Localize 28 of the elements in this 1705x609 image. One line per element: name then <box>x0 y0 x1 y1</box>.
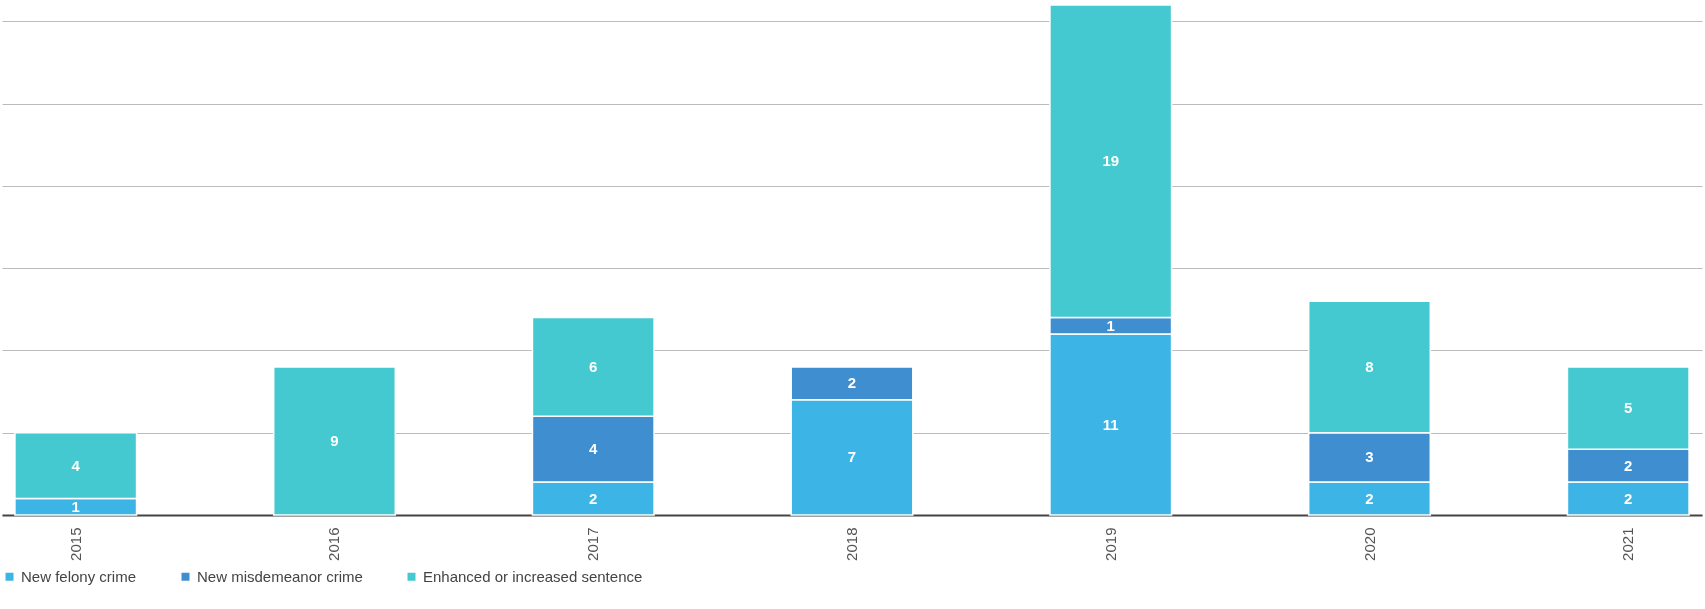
data-label: 1 <box>1106 316 1115 334</box>
data-label: 11 <box>1102 415 1119 433</box>
legend-label: New felony crime <box>21 567 137 585</box>
data-label: 2 <box>589 489 598 507</box>
data-label: 6 <box>589 357 598 375</box>
x-tick-label: 2016 <box>325 527 343 561</box>
data-label: 1 <box>71 497 80 515</box>
data-label: 2 <box>1624 489 1633 507</box>
data-label: 7 <box>847 448 857 466</box>
data-label: 4 <box>71 456 81 474</box>
data-label: 19 <box>1102 152 1120 170</box>
x-tick-label: 2017 <box>584 527 602 561</box>
data-label: 2 <box>847 374 857 392</box>
data-label: 4 <box>589 440 599 458</box>
data-label: 2 <box>1365 489 1374 507</box>
data-label: 8 <box>1365 357 1374 375</box>
x-tick-label: 2019 <box>1101 527 1119 561</box>
x-tick-label: 2018 <box>843 527 860 561</box>
legend-label: Enhanced or increased sentence <box>423 567 643 585</box>
data-label: 3 <box>1365 448 1374 466</box>
bar <box>272 366 397 516</box>
legend-label: New misdemeanor crime <box>197 567 363 585</box>
data-label: 5 <box>1624 399 1633 417</box>
x-tick-label: 2015 <box>66 527 84 561</box>
data-label: 9 <box>330 431 339 449</box>
x-tick-label: 2021 <box>1619 527 1637 561</box>
x-tick-label: 2020 <box>1360 527 1378 561</box>
data-label: 2 <box>1624 456 1633 474</box>
